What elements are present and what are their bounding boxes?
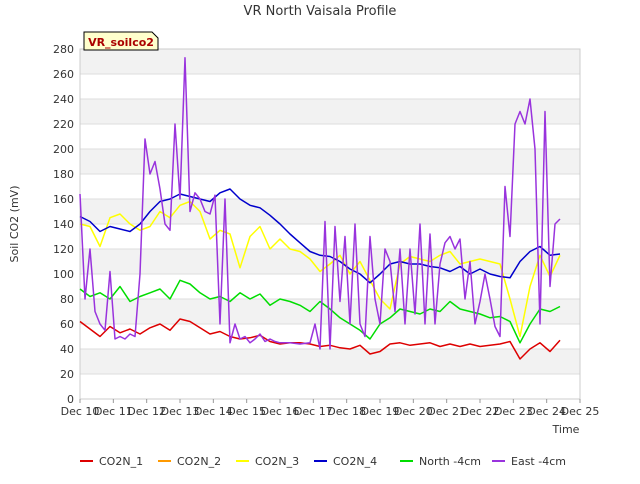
- chart-title: VR North Vaisala Profile: [244, 4, 397, 19]
- legend: CO2N_1 CO2N_2 CO2N_3 CO2N_4 North -4cm East -…: [80, 455, 566, 468]
- plot-band: [80, 124, 580, 149]
- x-tick-label: Dec 11: [94, 405, 133, 418]
- y-tick-label: 200: [53, 143, 74, 156]
- y-tick-label: 60: [60, 318, 74, 331]
- plot-band: [80, 349, 580, 374]
- plot-band: [80, 149, 580, 174]
- y-tick-label: 20: [60, 368, 74, 381]
- y-tick-label: 120: [53, 243, 74, 256]
- y-tick-label: 160: [53, 193, 74, 206]
- series-layer: [79, 57, 561, 360]
- x-tick-label: Dec 18: [327, 405, 366, 418]
- x-tick-label: Dec 13: [161, 405, 200, 418]
- plot-band: [80, 274, 580, 299]
- series-line-north-4cm: [79, 279, 561, 344]
- plot-band: [80, 74, 580, 99]
- y-tick-label: 0: [67, 393, 74, 406]
- x-tick-label: Dec 19: [361, 405, 400, 418]
- x-tick-label: Dec 16: [261, 405, 300, 418]
- series-line-east-4cm: [79, 57, 561, 350]
- legend-label: East -4cm: [511, 455, 566, 468]
- station-label: VR_soilco2: [88, 36, 154, 49]
- x-tick-label: Dec 22: [461, 405, 500, 418]
- x-axis-label: Time: [552, 423, 580, 436]
- legend-label: CO2N_4: [333, 455, 377, 468]
- plot-band: [80, 224, 580, 249]
- x-tick-label: Dec 24: [527, 405, 566, 418]
- y-tick-label: 240: [53, 93, 74, 106]
- y-tick-label: 80: [60, 293, 74, 306]
- plot-band: [80, 174, 580, 199]
- y-tick-label: 140: [53, 218, 74, 231]
- legend-label: CO2N_2: [177, 455, 221, 468]
- station-label-box: VR_soilco2: [83, 31, 159, 51]
- y-tick-label: 220: [53, 118, 74, 131]
- x-tick-label: Dec 14: [194, 405, 233, 418]
- plot-band: [80, 299, 580, 324]
- legend-label: North -4cm: [419, 455, 481, 468]
- y-tick-label: 260: [53, 68, 74, 81]
- y-tick-label: 180: [53, 168, 74, 181]
- legend-label: CO2N_1: [99, 455, 143, 468]
- plot-band: [80, 249, 580, 274]
- y-tick-label: 40: [60, 343, 74, 356]
- y-tick-label: 280: [53, 43, 74, 56]
- plot-band: [80, 374, 580, 399]
- y-axis-label: Soil CO2 (mV): [8, 186, 21, 263]
- y-tick-label: 100: [53, 268, 74, 281]
- legend-label: CO2N_3: [255, 455, 299, 468]
- x-tick-label: Dec 25: [561, 405, 600, 418]
- plot-band: [80, 49, 580, 74]
- x-tick-label: Dec 20: [394, 405, 433, 418]
- x-tick-label: Dec 10: [61, 405, 100, 418]
- x-tick-label: Dec 17: [294, 405, 333, 418]
- x-tick-label: Dec 21: [427, 405, 466, 418]
- plot-background-bands: [80, 49, 580, 399]
- x-tick-label: Dec 15: [227, 405, 266, 418]
- series-line-co2n-4: [79, 188, 561, 284]
- y-axis-ticks: 0 20 40 60 80 100 120 140 160 180 200 220 240 260 280: [53, 43, 74, 406]
- x-tick-label: Dec 23: [494, 405, 533, 418]
- series-line-co2n-3: [79, 200, 561, 338]
- x-tick-label: Dec 12: [127, 405, 166, 418]
- plot-band: [80, 99, 580, 124]
